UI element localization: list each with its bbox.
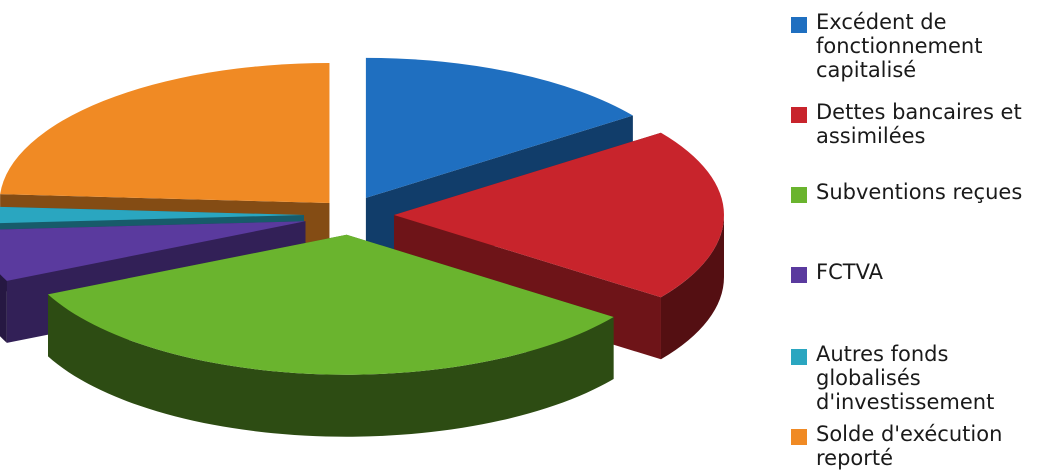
legend-label: Excédent de fonctionnement capitalisé: [816, 10, 983, 82]
pie-slice-rim: [660, 215, 724, 360]
legend-swatch: [791, 187, 807, 203]
pie-slice: [365, 57, 633, 198]
pie-slice: [48, 234, 614, 375]
legend-label: Autres fonds globalisés d'investissement: [816, 342, 995, 414]
legend-label: Solde d'exécution reporté: [816, 422, 1003, 470]
legend: Excédent de fonctionnement capitalisé De…: [788, 0, 1042, 473]
legend-swatch: [791, 267, 807, 283]
pie-slice: [394, 132, 724, 298]
pie-chart: [0, 57, 724, 437]
pie-slice: [0, 62, 330, 203]
legend-swatch: [791, 17, 807, 33]
legend-swatch: [791, 429, 807, 445]
pie-slice: [0, 206, 304, 224]
legend-label: Subventions reçues: [816, 180, 1023, 204]
legend-swatch: [791, 107, 807, 123]
pie-slice: [0, 221, 306, 281]
legend-label: FCTVA: [816, 260, 883, 284]
pie-slice-rim: [0, 274, 7, 343]
legend-swatch: [791, 349, 807, 365]
pie-slice-rim: [48, 294, 614, 437]
legend-label: Dettes bancaires et assimilées: [816, 100, 1022, 148]
